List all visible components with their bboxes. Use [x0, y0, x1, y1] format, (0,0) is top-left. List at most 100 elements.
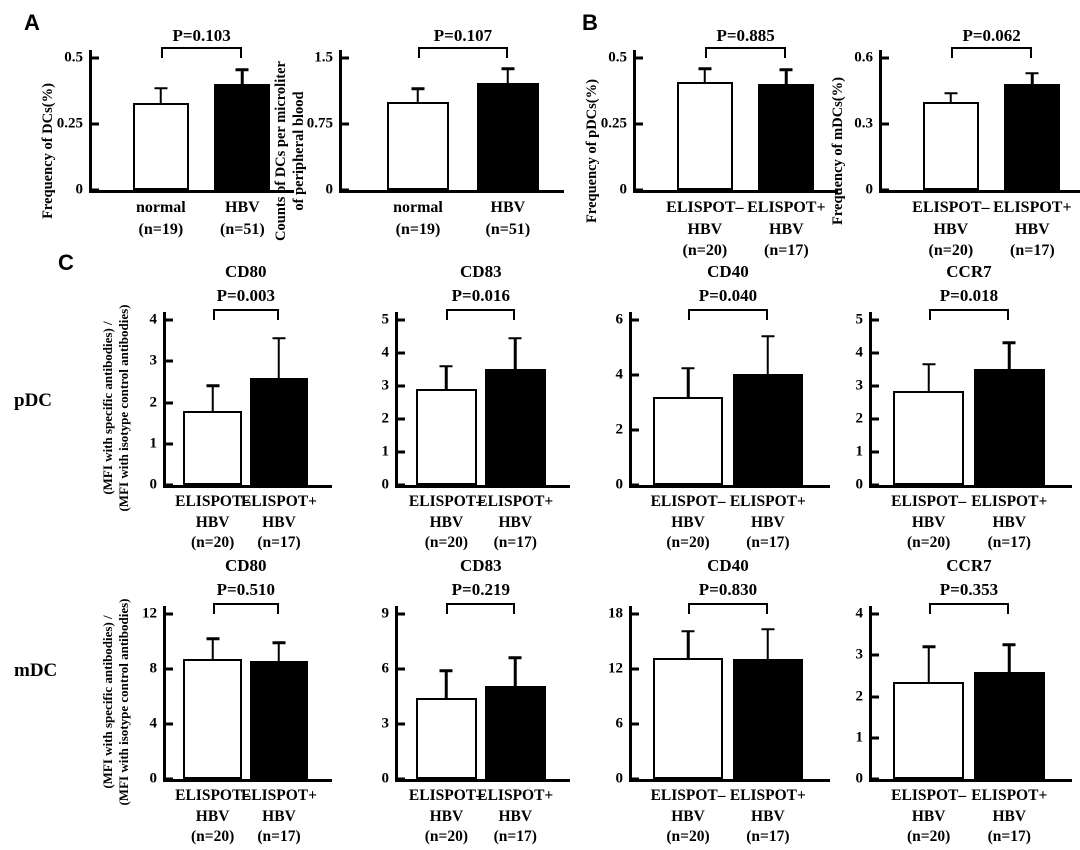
x-category-label: ELISPOT+ HBV (n=17): [971, 786, 1047, 847]
x-category-line: (n=17): [987, 534, 1031, 552]
error-bar-cap: [761, 335, 775, 338]
p-value-text: P=0.003: [216, 285, 275, 305]
p-value-text: P=0.107: [433, 26, 493, 45]
x-category-line: HBV: [911, 513, 946, 531]
y-tick-label: 4: [855, 344, 864, 361]
y-axis-label: Counts of DCs per microliter of periphera…: [272, 26, 308, 276]
x-axis-labels: ELISPOT– HBV (n=20) ELISPOT+ HBV (n=17): [166, 492, 324, 554]
plot-area: 0 0.3 0.6: [854, 50, 1080, 197]
y-tick-mark: [632, 373, 639, 377]
bar-open-group: [676, 81, 733, 190]
y-tick-mark: [398, 483, 405, 487]
y-tick-mark: [632, 428, 639, 432]
significance-bracket: [704, 47, 787, 58]
x-category-line: ELISPOT+: [747, 199, 826, 216]
chart-title-text: CD83: [460, 262, 502, 281]
y-tick-mark: [398, 417, 405, 421]
x-category-line: HBV: [429, 807, 464, 825]
x-category-label: ELISPOT– HBV (n=20): [891, 786, 966, 847]
y-axis-label-line: Frequency of pDCs(%): [583, 79, 600, 223]
error-bar-cap: [1025, 72, 1039, 75]
significance-bracket-row: [166, 602, 324, 614]
p-value: P=0.003: [166, 286, 324, 308]
y-axis-label-line: (MFI with specific antibodies) /: [99, 615, 115, 789]
chart-body: P=0.062 0 0.3 0.6 ELISPOT– HBV (n=20) ELISPOT+ H…: [848, 26, 1080, 276]
bar-open-group: [922, 102, 979, 190]
x-category-line: (n=17): [746, 534, 790, 552]
x-category-line: ELISPOT+: [477, 787, 554, 805]
y-tick-label: 5: [381, 311, 390, 328]
chart-c-mdc-cd40: CD40 P=0.830 0 6 12 18 ELISPOT– HBV (n=20) ELISPO…: [600, 556, 830, 848]
x-axis: [339, 189, 564, 193]
p-value: P=0.353: [872, 580, 1064, 602]
bar-filled-group: [476, 82, 539, 190]
y-axis: [879, 50, 882, 193]
y-tick-label: 0.5: [608, 49, 627, 66]
significance-bracket-row: [342, 46, 556, 58]
p-value-text: P=0.040: [698, 285, 758, 305]
error-bar: [949, 93, 953, 102]
panel-label-b: B: [582, 10, 598, 35]
x-category-label: normal (n=19): [393, 197, 443, 240]
x-category-line: HBV: [262, 807, 296, 825]
y-axis-label-text: Frequency of mDCs(%): [829, 77, 847, 225]
y-tick-mark: [166, 483, 173, 487]
x-axis-labels: ELISPOT– HBV (n=20) ELISPOT+ HBV (n=17): [398, 492, 562, 554]
y-tick-mark: [398, 450, 405, 454]
y-axis-label-line: (MFI with specific antibodies) /: [99, 321, 115, 495]
x-category-label: ELISPOT– HBV (n=20): [175, 492, 250, 553]
y-axis: [89, 50, 92, 193]
y-tick-label: 3: [855, 646, 864, 663]
x-category-label: ELISPOT– HBV (n=20): [409, 492, 484, 553]
p-value: P=0.107: [342, 26, 556, 46]
y-tick-label: 0: [381, 476, 390, 493]
x-category-line: HBV: [429, 513, 464, 531]
y-tick-label: 8: [149, 660, 158, 677]
p-value-text: P=0.062: [962, 26, 1021, 45]
y-tick-mark: [398, 384, 405, 388]
x-category-line: (n=17): [257, 534, 301, 552]
x-category-line: ELISPOT+: [729, 493, 806, 511]
y-axis-label-line: (MFI with isotype control antibodies): [116, 598, 131, 806]
y-tick-mark: [92, 122, 99, 126]
error-bar-cap: [681, 366, 695, 370]
y-axis-label: (MFI with specific antibodies) / (MFI wit…: [98, 556, 134, 848]
bar-open-group: [132, 102, 189, 190]
x-axis-labels: ELISPOT– HBV (n=20) ELISPOT+ HBV (n=17): [872, 492, 1064, 554]
significance-bracket-row: [872, 308, 1064, 320]
chart-body: P=0.103 0 0.25 0.5 normal (n=19) HBV (n=51): [57, 26, 294, 276]
error-bar-cap: [154, 87, 168, 90]
y-axis-label-text: (MFI with specific antibodies) / (MFI wit…: [100, 304, 133, 511]
chart-body: CCR7 P=0.353 0 1 2 3 4 ELISPOT– HBV (n=20) ELISPOT…: [840, 556, 1072, 848]
y-tick-mark: [872, 351, 879, 355]
significance-bracket-row: [636, 46, 830, 58]
y-tick-label: 0: [75, 181, 84, 198]
error-bar: [445, 670, 448, 699]
bar-open-group: [652, 397, 724, 486]
chart-title-text: CD40: [707, 262, 749, 281]
y-tick-mark: [166, 722, 173, 726]
x-category-line: HBV: [933, 220, 969, 238]
y-tick-mark: [166, 442, 173, 446]
y-axis-label: (MFI with specific antibodies) / (MFI wit…: [98, 262, 134, 554]
x-category-line: HBV: [769, 220, 804, 238]
y-tick-mark: [342, 56, 349, 60]
y-tick-mark: [342, 188, 349, 192]
error-bar-cap: [922, 645, 936, 649]
error-bar: [445, 366, 448, 390]
y-tick-label: 0: [381, 770, 390, 787]
bar-filled-group: [249, 660, 309, 780]
x-category-label: ELISPOT+ HBV (n=17): [241, 492, 317, 553]
y-tick-label: 0: [615, 476, 624, 493]
y-tick-mark: [872, 777, 879, 781]
error-bar-cap: [501, 67, 515, 70]
x-category-line: ELISPOT–: [408, 493, 484, 511]
significance-bracket: [928, 308, 1010, 320]
chart-title: CD80: [166, 262, 324, 286]
error-bar: [416, 88, 420, 102]
row-label-mdc: mDC: [14, 660, 58, 681]
y-tick-mark: [872, 384, 879, 388]
x-axis: [869, 778, 1072, 783]
chart-title-text: CCR7: [946, 556, 992, 575]
p-value-text: P=0.103: [172, 26, 231, 45]
